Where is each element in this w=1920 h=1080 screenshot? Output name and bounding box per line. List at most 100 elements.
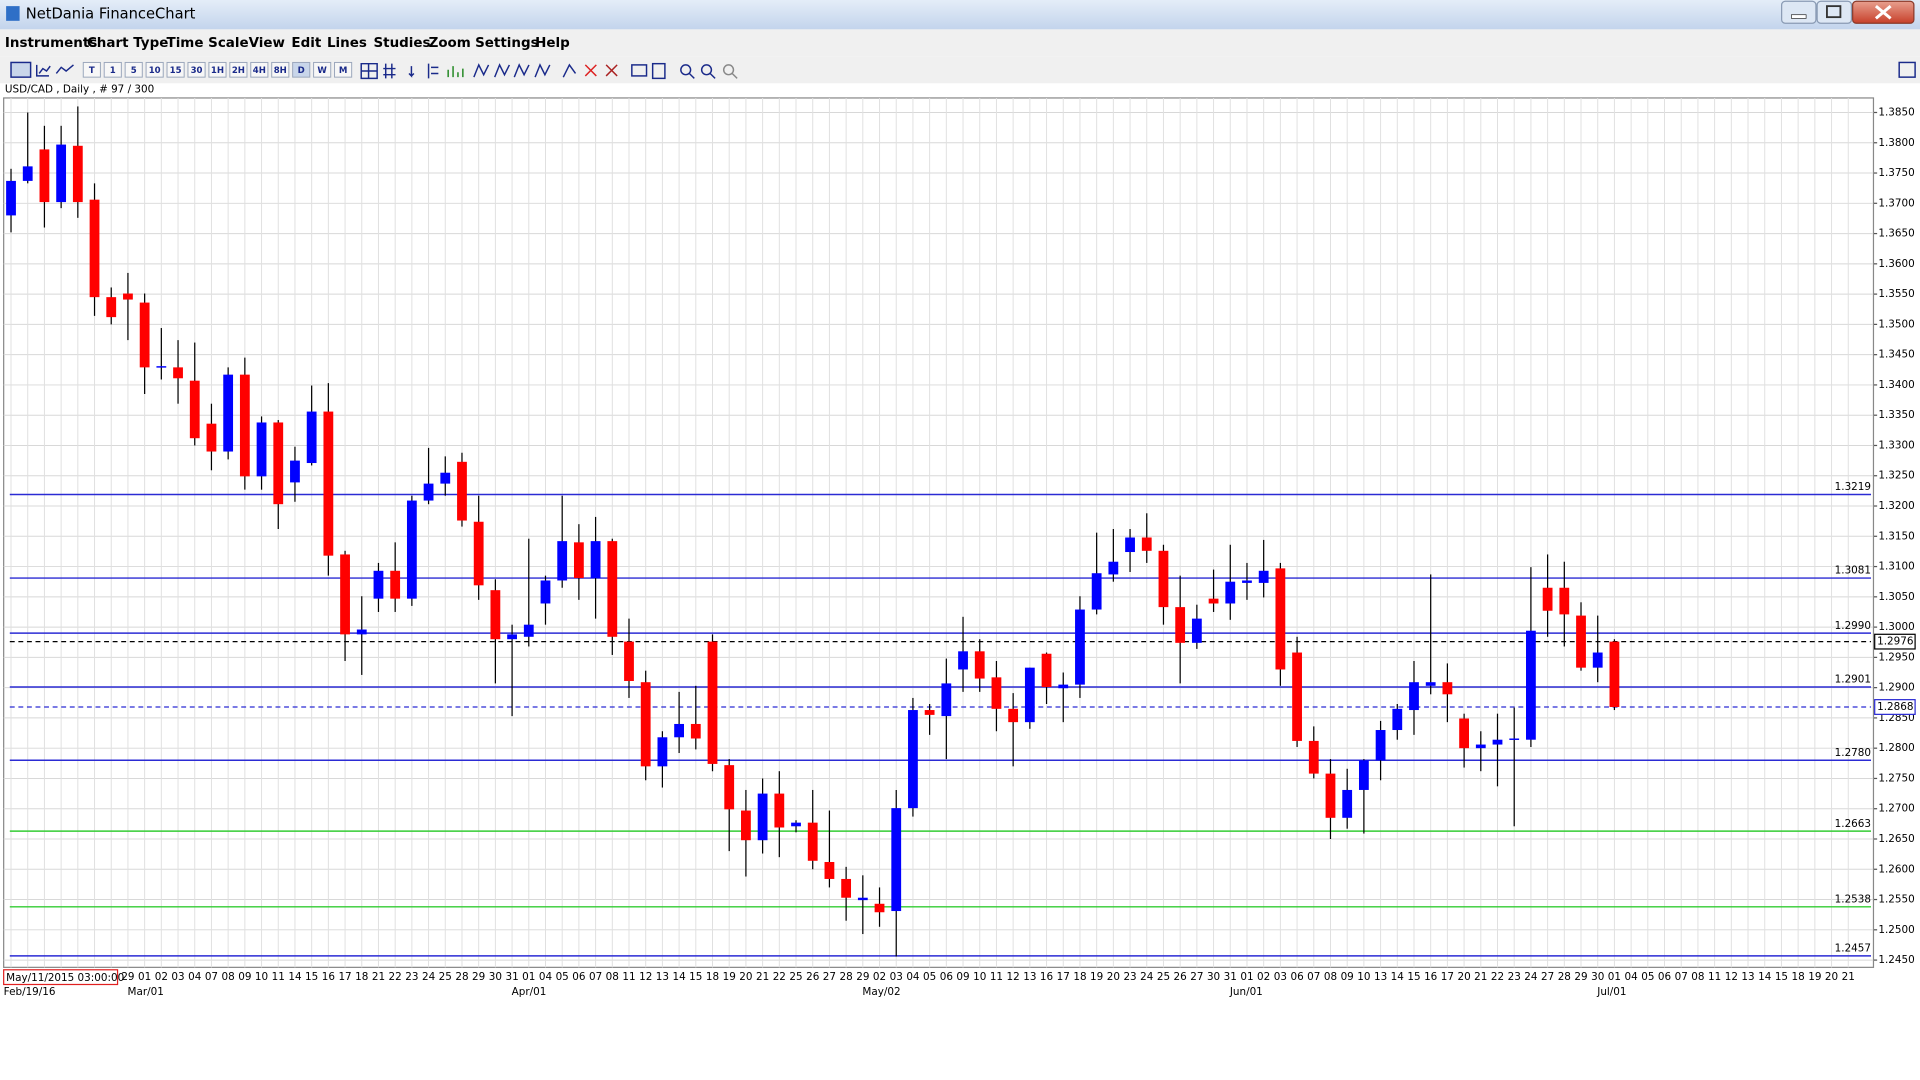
x-tick-label: 19	[723, 971, 736, 983]
x-tick-label: 04	[539, 971, 553, 983]
candle-body	[1609, 641, 1620, 708]
price-marker-box	[1874, 633, 1916, 650]
x-tick-label: 20	[1107, 971, 1120, 983]
candle-body	[173, 367, 183, 379]
level-label: 1.2663	[1835, 818, 1871, 830]
timeframe-label[interactable]: 4H	[253, 66, 266, 76]
candle-body	[824, 862, 835, 879]
candle-body	[373, 570, 384, 599]
timeframe-button[interactable]	[271, 61, 290, 78]
x-tick-label: 12	[1007, 971, 1020, 983]
candle-body	[340, 554, 350, 635]
menu-item[interactable]: Lines	[327, 36, 367, 51]
y-tick-label: 1.2700	[1878, 803, 1914, 815]
menu-item[interactable]: Edit	[291, 36, 321, 51]
timeframe-button[interactable]	[229, 61, 248, 78]
candle-body	[457, 461, 467, 521]
x-tick-label: 14	[672, 971, 686, 983]
y-tick-label: 1.2450	[1878, 954, 1914, 966]
plot-area	[3, 97, 1875, 968]
timeframe-label[interactable]: M	[339, 66, 348, 76]
price-marker-label: 1.2976	[1877, 636, 1913, 648]
menu-item[interactable]: Time Scale	[167, 36, 249, 51]
timeframe-button[interactable]	[124, 61, 143, 78]
x-tick-label: 10	[1357, 971, 1370, 983]
candle-body	[1559, 587, 1570, 615]
maximize-button[interactable]	[1816, 0, 1853, 24]
x-tick-label: 30	[1591, 971, 1604, 983]
x-tick-label: 16	[1424, 971, 1437, 983]
timeframe-label[interactable]: 8H	[274, 66, 287, 76]
candle-body	[1125, 537, 1135, 553]
x-tick-label: 25	[789, 971, 802, 983]
x-tick-label: 09	[956, 971, 969, 983]
candle-body	[206, 423, 217, 452]
menu-item[interactable]: Instruments	[5, 36, 97, 51]
timeframe-button[interactable]	[82, 61, 101, 78]
timeframe-label[interactable]: 10	[149, 66, 161, 76]
timeframe-button[interactable]	[187, 61, 206, 78]
candle-body	[1425, 682, 1436, 686]
level-label: 1.2901	[1835, 674, 1871, 686]
candle-body	[807, 822, 818, 861]
x-tick-label: 12	[1725, 971, 1738, 983]
timeframe-label[interactable]: T	[89, 66, 95, 76]
menu-item[interactable]: Chart Type	[87, 36, 168, 51]
timeframe-button[interactable]	[334, 61, 353, 78]
timeframe-label[interactable]: 1H	[211, 66, 224, 76]
title-bar	[0, 0, 1920, 30]
menu-item[interactable]: View	[249, 36, 285, 51]
close-button[interactable]	[1852, 0, 1915, 24]
y-tick-label: 1.2900	[1878, 682, 1914, 694]
y-tick-label: 1.2500	[1878, 924, 1914, 936]
x-tick-label: 21	[1474, 971, 1487, 983]
x-tick-label: 27	[1190, 971, 1203, 983]
candle-body	[189, 380, 200, 439]
candle-body	[757, 793, 768, 841]
x-tick-label: 26	[806, 971, 819, 983]
timeframe-button[interactable]	[103, 61, 122, 78]
x-tick-label: 10	[973, 971, 986, 983]
x-tick-label: 25	[439, 971, 452, 983]
candle-body	[156, 366, 167, 368]
x-tick-label: 15	[1407, 971, 1420, 983]
candle-body	[707, 641, 718, 764]
menu-item[interactable]: Zoom	[429, 36, 471, 51]
candle-body	[256, 422, 267, 477]
timeframe-label[interactable]: W	[317, 66, 327, 76]
timeframe-buttons: T 1 5 10 15 30 1H 2H 4H 8H D W M	[82, 61, 353, 78]
y-tick-label: 1.2750	[1878, 772, 1914, 784]
candle-body	[223, 374, 234, 452]
timeframe-label[interactable]: D	[298, 66, 305, 76]
timeframe-label[interactable]: 30	[191, 66, 203, 76]
menu-item[interactable]: Help	[535, 36, 570, 51]
x-tick-label: 07	[205, 971, 218, 983]
timeframe-label[interactable]: 15	[170, 66, 182, 76]
minimize-button[interactable]	[1781, 0, 1817, 24]
timeframe-button[interactable]	[313, 61, 332, 78]
y-tick-label: 1.2600	[1878, 863, 1914, 875]
y-tick-label: 1.2650	[1878, 833, 1914, 845]
timeframe-button[interactable]	[250, 61, 269, 78]
x-tick-label: 10	[255, 971, 268, 983]
candle-body	[607, 541, 618, 637]
timeframe-button[interactable]	[166, 61, 185, 78]
x-tick-label: 17	[1441, 971, 1454, 983]
candle-body	[891, 808, 902, 912]
timeframe-button[interactable]	[292, 61, 311, 78]
x-tick-label: 03	[171, 971, 184, 983]
timeframe-label[interactable]: 2H	[232, 66, 245, 76]
x-tick-label: 28	[1558, 971, 1571, 983]
menu-item[interactable]: Settings	[475, 36, 539, 51]
x-tick-label: 08	[1691, 971, 1704, 983]
menu-item[interactable]: Studies	[373, 36, 430, 51]
timeframe-label[interactable]: 1	[110, 66, 116, 76]
y-tick-label: 1.3300	[1878, 439, 1914, 451]
x-tick-label: 28	[455, 971, 468, 983]
timeframe-label[interactable]: 5	[131, 66, 137, 76]
x-tick-label: 25	[1157, 971, 1170, 983]
timeframe-button[interactable]	[145, 61, 164, 78]
timeframe-button[interactable]	[208, 61, 227, 78]
y-tick-label: 1.3850	[1878, 106, 1914, 118]
x-tick-label: 29	[121, 971, 134, 983]
